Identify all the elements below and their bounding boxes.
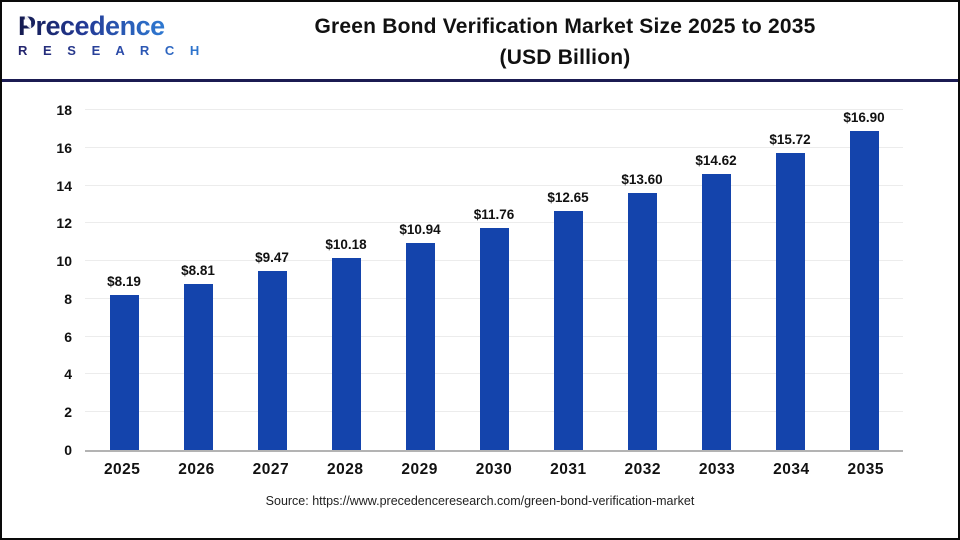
bar-cell: $9.47 bbox=[235, 110, 309, 450]
bar-2033 bbox=[701, 173, 731, 450]
y-tick-label: 2 bbox=[64, 404, 72, 421]
bar-cell: $10.94 bbox=[383, 110, 457, 450]
bar-cell: $12.65 bbox=[531, 110, 605, 450]
logo-sub-text: R E S E A R C H bbox=[18, 43, 206, 58]
bar-2031 bbox=[553, 211, 583, 450]
y-tick-label: 16 bbox=[56, 139, 72, 156]
y-tick-label: 4 bbox=[64, 366, 72, 383]
bar-cell: $13.60 bbox=[605, 110, 679, 450]
x-tick-label: 2029 bbox=[401, 461, 438, 478]
bar-value-label: $11.76 bbox=[473, 206, 515, 222]
bar-2032 bbox=[627, 193, 657, 450]
bar-cell: $8.19 bbox=[87, 110, 161, 450]
bar-value-label: $12.65 bbox=[547, 190, 589, 206]
bar-2029 bbox=[405, 243, 435, 450]
logo-brand-text: Precedence bbox=[18, 11, 165, 41]
x-tick-label: 2031 bbox=[550, 461, 587, 478]
gridline bbox=[85, 109, 903, 110]
bar-series: $8.19 $8.81 $9.47 $10.18 $10.94 $11.76 $12.65 $… bbox=[87, 110, 901, 450]
bar-value-label: $10.18 bbox=[325, 236, 367, 252]
header: Precedence R E S E A R C H Green Bond Ve… bbox=[2, 2, 958, 82]
y-tick-label: 10 bbox=[56, 253, 72, 270]
x-tick-label: 2033 bbox=[698, 461, 736, 478]
gridline bbox=[85, 184, 903, 186]
bar-value-label: $14.62 bbox=[695, 152, 737, 168]
chart-title-line2: (USD Billion) bbox=[499, 45, 631, 69]
source-text: Source: https://www.precedenceresearch.c… bbox=[265, 494, 695, 508]
bar-value-label: $10.94 bbox=[399, 222, 441, 238]
bar-2035 bbox=[849, 131, 879, 450]
x-tick-label: 2032 bbox=[624, 461, 661, 478]
gridline bbox=[85, 222, 903, 224]
bar-cell: $10.18 bbox=[309, 110, 383, 450]
y-tick-label: 8 bbox=[64, 290, 72, 307]
x-tick-label: 2027 bbox=[252, 461, 290, 478]
bar-cell: $8.81 bbox=[161, 110, 235, 450]
bar-2025 bbox=[109, 295, 139, 450]
x-tick-label: 2026 bbox=[178, 461, 215, 478]
bar-2026 bbox=[183, 283, 213, 450]
bar-cell: $16.90 bbox=[827, 110, 901, 450]
bar-cell: $14.62 bbox=[679, 110, 753, 450]
y-tick-label: 12 bbox=[56, 215, 72, 232]
y-tick-label: 14 bbox=[56, 177, 72, 194]
gridline bbox=[85, 146, 903, 148]
plot-area: 0 2 4 6 8 10 12 14 16 18 $8.19 $8.81 $9.47 $10.18 $10… bbox=[56, 102, 903, 458]
bar-2034 bbox=[775, 153, 805, 450]
chart-title: Green Bond Verification Market Size 2025… bbox=[172, 2, 958, 79]
x-tick-label: 2034 bbox=[773, 461, 810, 478]
x-tick-label: 2028 bbox=[327, 461, 364, 478]
y-tick-label: 0 bbox=[64, 442, 72, 458]
x-tick-label: 2030 bbox=[475, 461, 513, 478]
chart-title-line1: Green Bond Verification Market Size 2025… bbox=[314, 14, 816, 38]
bar-cell: $15.72 bbox=[753, 110, 827, 450]
bar-value-label: $16.90 bbox=[843, 110, 885, 125]
bar-2027 bbox=[257, 271, 287, 450]
bar-cell: $11.76 bbox=[457, 110, 531, 450]
bar-2028 bbox=[331, 257, 361, 450]
x-axis: 2025 2026 2027 2028 2029 2030 2031 2032 2033 2034… bbox=[85, 461, 903, 479]
x-tick-label: 2025 bbox=[103, 461, 141, 478]
bar-2030 bbox=[479, 227, 509, 450]
bar-value-label: $9.47 bbox=[255, 250, 289, 266]
bar-value-label: $13.60 bbox=[621, 172, 663, 188]
x-tick-label: 2035 bbox=[847, 461, 885, 478]
bar-value-label: $15.72 bbox=[769, 132, 811, 148]
chart-area: 0 2 4 6 8 10 12 14 16 18 $8.19 $8.81 $9.47 $10.18 $10… bbox=[2, 102, 958, 508]
bar-value-label: $8.81 bbox=[181, 262, 215, 278]
bar-value-label: $8.19 bbox=[107, 274, 141, 290]
precedence-research-logo: Precedence R E S E A R C H bbox=[18, 11, 199, 60]
y-tick-label: 6 bbox=[64, 328, 72, 345]
y-tick-label: 18 bbox=[56, 102, 72, 118]
